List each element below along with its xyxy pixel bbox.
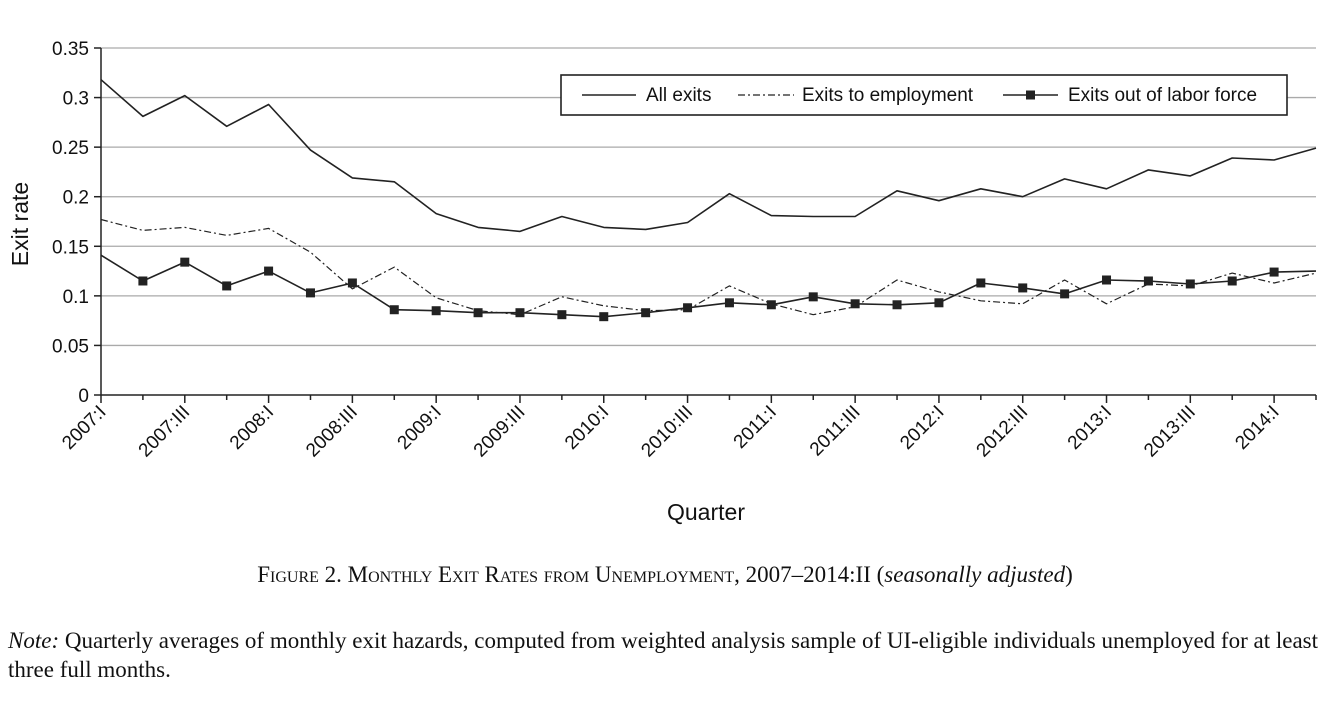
legend-marker: [1026, 90, 1035, 100]
series-marker: [264, 266, 274, 276]
x-tick-label: 2009:III: [470, 402, 530, 462]
y-tick-label: 0.35: [52, 39, 89, 60]
series-marker: [1185, 279, 1195, 289]
series-marker: [431, 306, 441, 316]
y-tick-label: 0.15: [52, 237, 89, 258]
x-tick-label: 2008:III: [302, 402, 362, 462]
series-line-2: [100, 254, 1317, 318]
legend-label-1: Exits to employment: [802, 85, 974, 106]
caption-suffix: ): [1065, 562, 1073, 587]
y-axis-title: Exit rate: [7, 182, 33, 266]
series-marker: [766, 300, 776, 310]
legend-box: [560, 74, 1288, 116]
series-marker: [389, 305, 399, 315]
y-tick-label: 0.3: [63, 89, 89, 110]
series-marker: [976, 278, 986, 288]
series-marker: [1269, 267, 1279, 277]
y-tick-label: 0.25: [52, 138, 89, 159]
series-marker: [180, 257, 190, 267]
x-tick-label: 2011:III: [806, 402, 865, 461]
x-tick-label: 2007:I: [58, 402, 110, 454]
x-tick-label: 2012:I: [896, 402, 948, 454]
note-label: Note:: [8, 628, 60, 653]
series-marker: [1227, 276, 1237, 286]
caption-italic: seasonally adjusted: [884, 562, 1066, 587]
y-tick-label: 0.2: [63, 188, 89, 209]
series-marker: [347, 278, 357, 288]
x-tick-label: 2013:I: [1064, 402, 1116, 454]
series-line-0: [100, 79, 1317, 233]
series-marker: [1018, 283, 1028, 293]
series-marker: [305, 288, 315, 298]
series-marker: [850, 299, 860, 309]
series-marker: [641, 308, 651, 318]
note-text: Quarterly averages of monthly exit hazar…: [8, 628, 1318, 682]
series-marker: [599, 312, 609, 322]
series-line-1: [100, 218, 1317, 316]
exit-rate-chart: 0 0.05 0.1 0.15 0.2 0.25 0.3 0.35 2007:I 2007:III…: [7, 39, 1317, 525]
x-axis-title: Quarter: [667, 499, 745, 525]
series-marker: [222, 281, 232, 291]
y-tick-label: 0: [78, 386, 89, 407]
x-tick-label: 2013:III: [1140, 402, 1200, 462]
x-tick-label: 2009:I: [394, 402, 446, 454]
legend-label-2: Exits out of labor force: [1068, 85, 1257, 106]
series-marker: [138, 276, 148, 286]
figure-caption: Figure 2. Monthly Exit Rates from Unempl…: [0, 562, 1330, 588]
y-tick-label: 0.05: [52, 336, 89, 357]
series-marker: [1143, 276, 1153, 286]
legend-label-0: All exits: [646, 85, 711, 106]
series-marker: [934, 298, 944, 308]
x-tick-label: 2008:I: [226, 402, 278, 454]
series-marker: [1060, 289, 1070, 299]
y-tick-label: 0.1: [63, 287, 89, 308]
x-tick-label: 2011:I: [730, 402, 781, 453]
series-marker: [473, 308, 483, 318]
x-tick-label: 2010:III: [637, 402, 697, 462]
series-marker: [724, 298, 734, 308]
x-tick-label: 2014:I: [1231, 402, 1283, 454]
legend: All exits Exits to employment Exits out of…: [560, 74, 1288, 116]
series-marker: [808, 292, 818, 302]
caption-prefix: Figure 2. Monthly Exit Rates from Unempl…: [257, 562, 885, 587]
series-marker: [515, 308, 525, 318]
x-tick-label: 2010:I: [561, 402, 613, 454]
series-marker: [1102, 275, 1112, 285]
x-tick-label: 2012:III: [973, 402, 1033, 462]
series-lines: [100, 79, 1317, 322]
series-marker: [557, 310, 567, 320]
figure-note: Note: Quarterly averages of monthly exit…: [8, 626, 1320, 684]
series-marker: [892, 300, 902, 310]
x-tick-label: 2007:III: [135, 402, 195, 462]
series-marker: [683, 303, 693, 313]
